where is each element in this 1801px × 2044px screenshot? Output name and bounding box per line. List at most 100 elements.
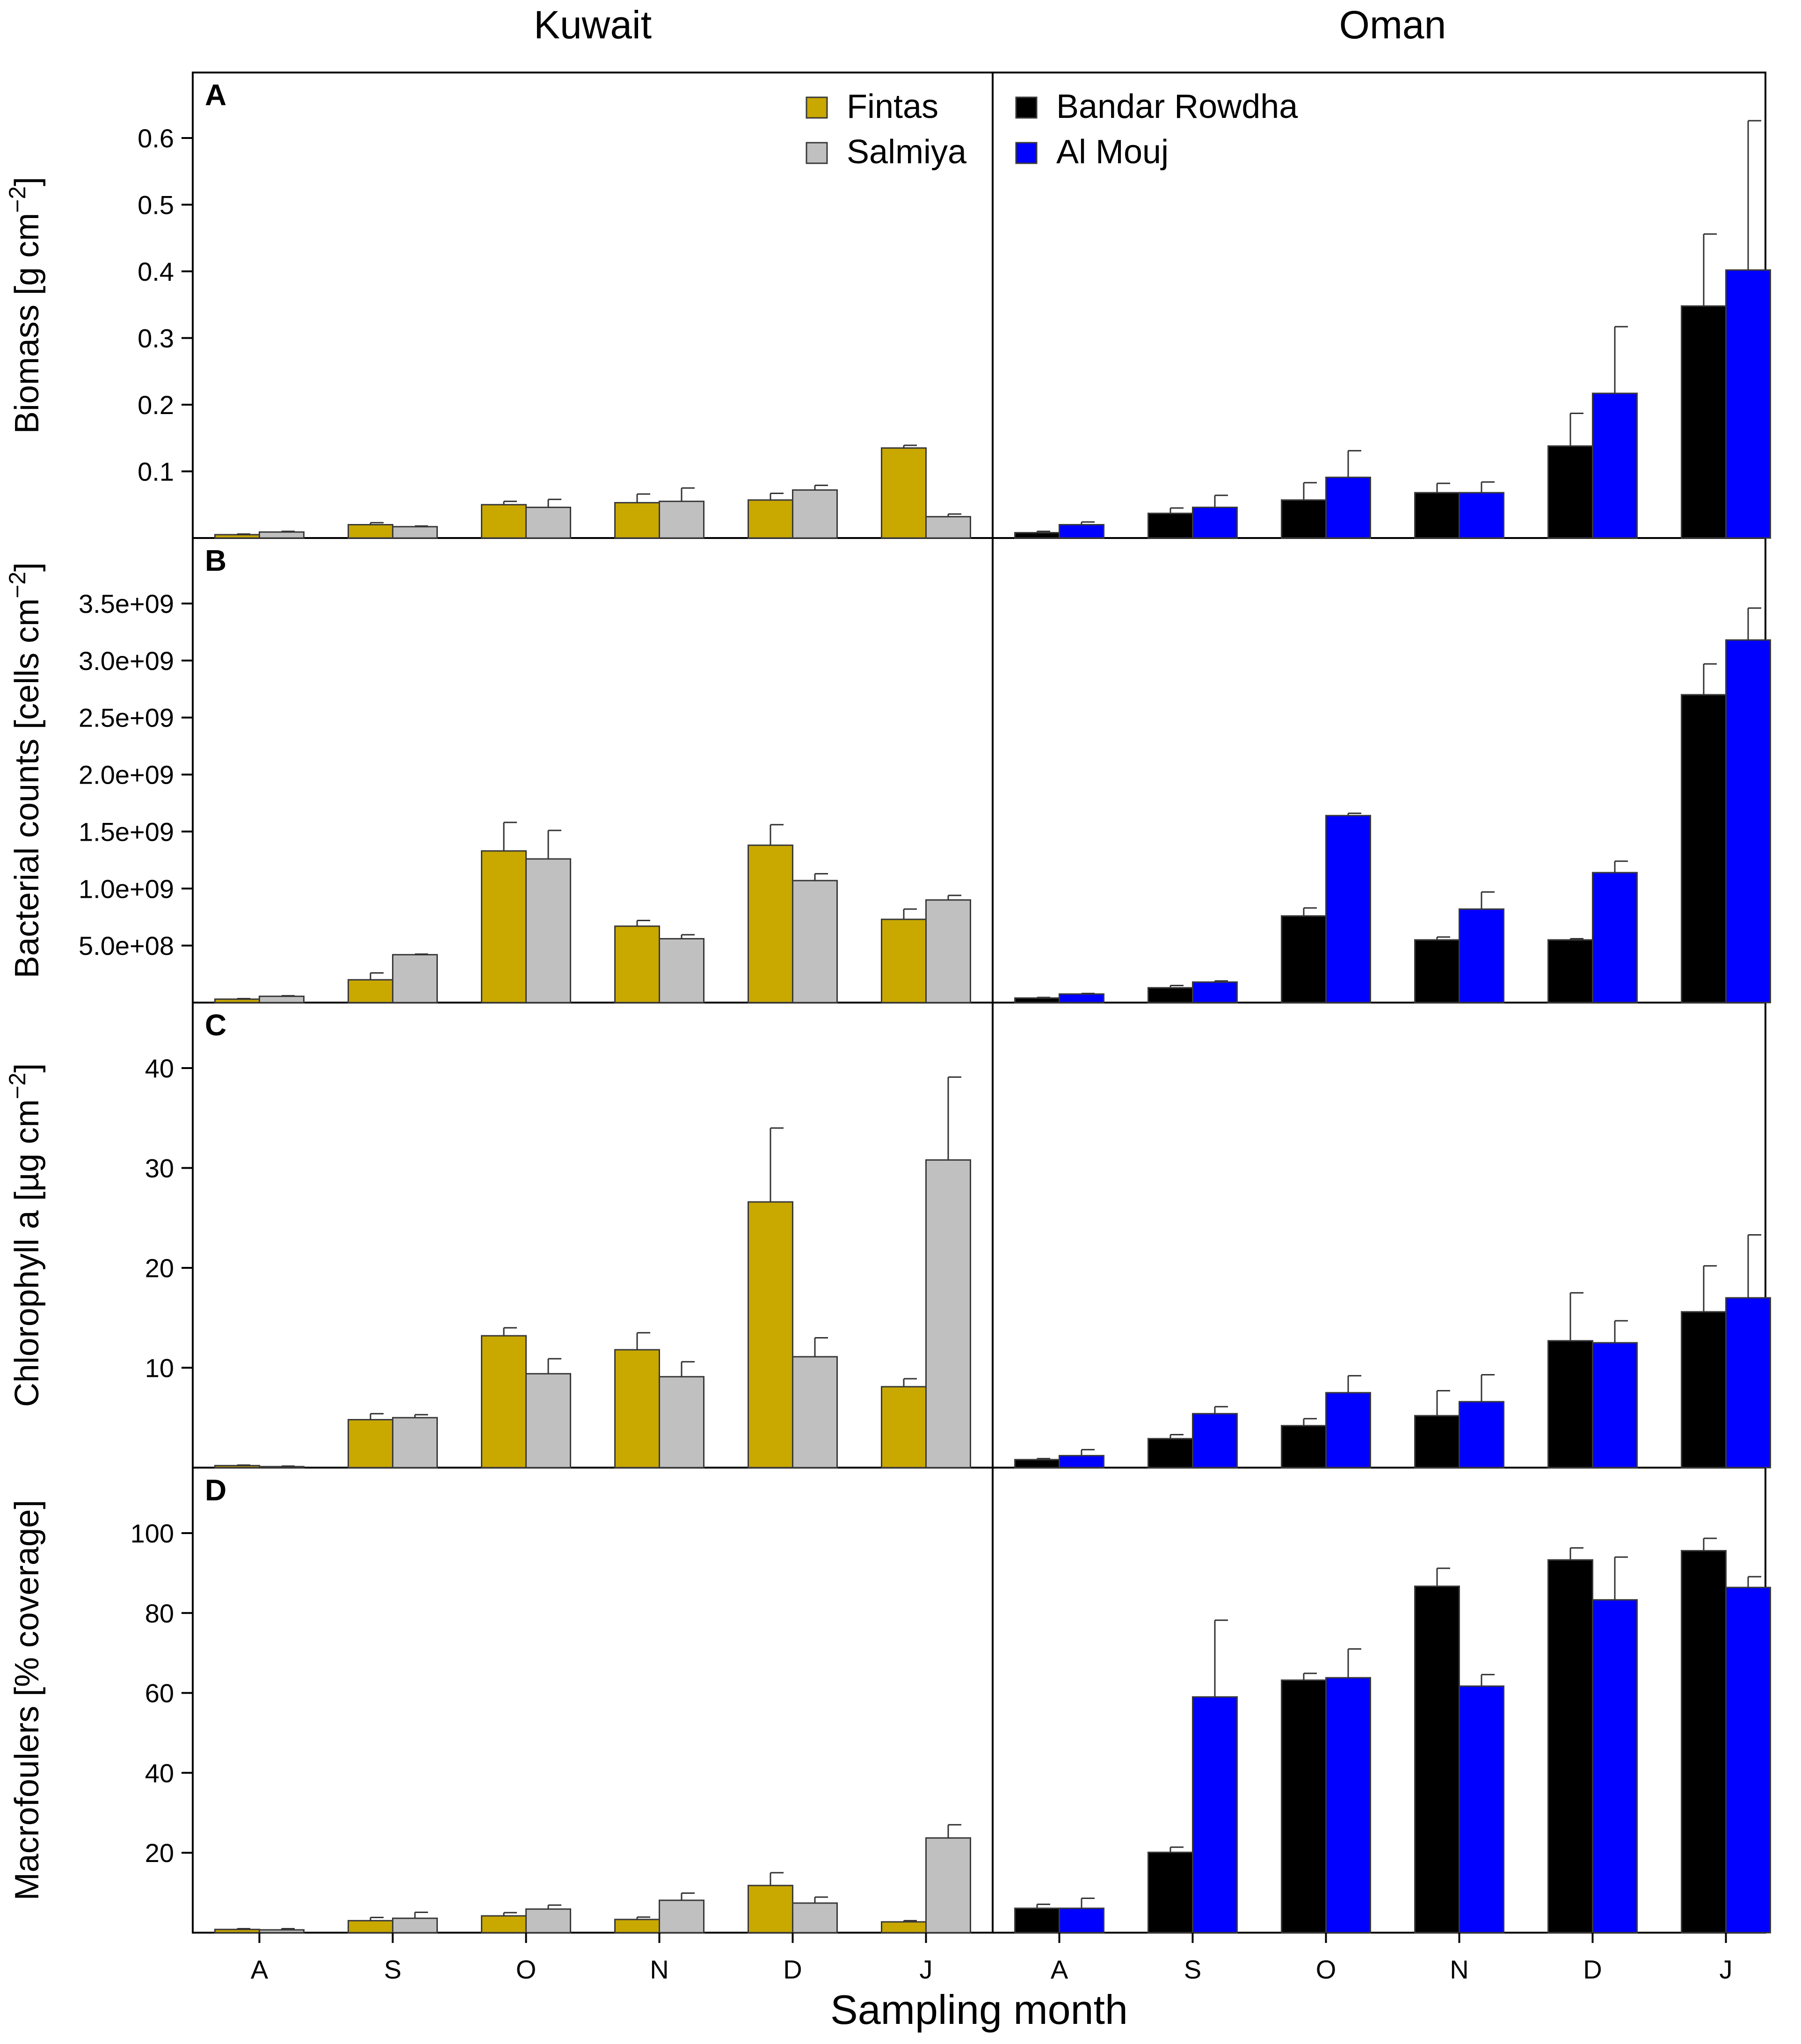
bar-A-fintas-O [481,504,527,539]
bar-A-bandar-rowdha-O [1281,499,1327,539]
bar-D-fintas-N [614,1919,660,1934]
x-tick-label: O [516,1955,537,1984]
bar-D-bandar-rowdha-J [1681,1550,1727,1934]
y-tick-label: 0.6 [138,124,174,153]
bar-C-bandar-rowdha-A [1014,1459,1060,1469]
legend-label-al-mouj: Al Mouj [1056,133,1169,171]
bar-C-salmiya-O [525,1373,571,1469]
bar-A-al-mouj-A [1059,524,1104,539]
x-tick-label: J [920,1955,933,1984]
legend-label-fintas: Fintas [847,88,938,125]
x-tick-label: O [1316,1955,1336,1984]
bar-C-fintas-J [881,1386,927,1469]
y-tick-label: 20 [145,1838,174,1868]
bar-C-salmiya-J [925,1159,971,1469]
legend-label-salmiya: Salmiya [847,133,967,171]
bar-B-salmiya-J [925,899,971,1004]
panel-letter-B: B [205,544,226,577]
bar-A-al-mouj-O [1325,476,1371,539]
bar-A-fintas-A [214,534,260,539]
bar-B-al-mouj-J [1725,639,1771,1004]
legend-swatch-salmiya [806,142,828,164]
y-tick-label: 0.3 [138,324,174,353]
legend-swatch-fintas [806,96,828,119]
bar-A-al-mouj-D [1592,393,1638,539]
bar-B-salmiya-S [392,954,438,1004]
y-axis-title-D: Macrofoulers [% coverage] [8,1500,46,1900]
bar-D-salmiya-D [792,1902,838,1934]
y-tick-label: 3.0e+09 [79,646,174,676]
bar-A-salmiya-J [925,516,971,539]
y-tick-label: 40 [145,1758,174,1788]
bar-A-al-mouj-J [1725,269,1771,539]
bar-A-bandar-rowdha-J [1681,305,1727,539]
bar-C-bandar-rowdha-S [1147,1438,1193,1469]
y-tick-label: 0.1 [138,457,174,487]
bar-C-bandar-rowdha-J [1681,1311,1727,1469]
bar-D-bandar-rowdha-A [1014,1907,1060,1934]
bar-C-bandar-rowdha-N [1414,1415,1460,1469]
bar-B-bandar-rowdha-S [1147,987,1193,1004]
bar-A-al-mouj-S [1192,506,1238,539]
y-tick-label: 60 [145,1679,174,1708]
bar-A-salmiya-N [659,501,704,539]
bar-B-salmiya-O [525,858,571,1004]
x-axis-title: Sampling month [830,1986,1128,2033]
bar-C-fintas-S [348,1419,393,1469]
y-tick-label: 1.0e+09 [79,874,174,903]
y-tick-label: 0.5 [138,190,174,220]
y-tick-label: 30 [145,1154,174,1183]
bar-D-bandar-rowdha-D [1547,1559,1593,1934]
bar-B-bandar-rowdha-D [1547,939,1593,1004]
bar-D-al-mouj-O [1325,1677,1371,1934]
bar-A-fintas-S [348,524,393,539]
bar-B-bandar-rowdha-J [1681,694,1727,1004]
bar-D-salmiya-S [392,1917,438,1934]
bar-D-bandar-rowdha-O [1281,1679,1327,1934]
bar-B-salmiya-D [792,880,838,1004]
bar-A-bandar-rowdha-S [1147,512,1193,539]
country-title-kuwait: Kuwait [534,3,652,47]
bar-D-bandar-rowdha-S [1147,1851,1193,1934]
bar-A-bandar-rowdha-D [1547,445,1593,539]
bar-A-salmiya-A [259,531,305,539]
bar-C-al-mouj-O [1325,1392,1371,1469]
x-tick-label: D [1583,1955,1602,1984]
bar-B-bandar-rowdha-A [1014,997,1060,1004]
bar-D-al-mouj-N [1459,1685,1504,1934]
bar-B-fintas-O [481,850,527,1004]
bar-A-salmiya-D [792,489,838,539]
y-tick-label: 40 [145,1054,174,1083]
y-axis-title-A: Biomass [g cm−2] [4,177,46,434]
bar-A-bandar-rowdha-A [1014,532,1060,539]
y-tick-label: 80 [145,1599,174,1628]
y-axis-title-B: Bacterial counts [cells cm−2] [4,562,46,978]
bar-B-al-mouj-O [1325,815,1371,1004]
y-tick-label: 10 [145,1353,174,1383]
bar-B-al-mouj-A [1059,993,1104,1004]
x-tick-label: J [1720,1955,1733,1984]
bar-D-salmiya-A [259,1929,305,1934]
bar-A-al-mouj-N [1459,492,1504,539]
bar-D-salmiya-N [659,1899,704,1934]
bar-C-salmiya-N [659,1376,704,1469]
bar-C-al-mouj-J [1725,1297,1771,1469]
bar-B-al-mouj-N [1459,908,1504,1004]
bar-C-fintas-A [214,1465,260,1469]
bar-A-fintas-N [614,502,660,539]
bar-A-salmiya-S [392,526,438,539]
x-tick-label: N [650,1955,668,1984]
bar-B-salmiya-A [259,996,305,1004]
legend-swatch-bandar-rowdha [1015,96,1038,119]
bar-A-salmiya-O [525,506,571,539]
y-tick-label: 5.0e+08 [79,931,174,960]
bar-C-al-mouj-S [1192,1413,1238,1469]
bar-D-al-mouj-S [1192,1696,1238,1934]
bar-C-al-mouj-A [1059,1455,1104,1469]
bar-D-bandar-rowdha-N [1414,1586,1460,1934]
y-tick-label: 2.5e+09 [79,703,174,733]
bar-C-al-mouj-D [1592,1342,1638,1469]
bar-C-bandar-rowdha-D [1547,1340,1593,1469]
bar-C-fintas-O [481,1335,527,1469]
